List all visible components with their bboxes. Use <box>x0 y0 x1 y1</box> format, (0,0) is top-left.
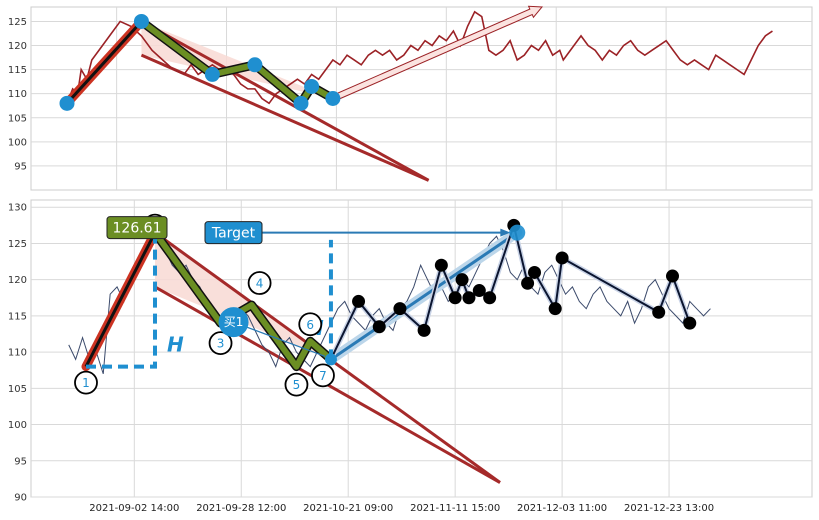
top-ytick-label: 120 <box>8 41 27 52</box>
top-price-panel: 95 100 105 110 115 120 125 <box>8 5 813 191</box>
top-ytick-label: 125 <box>8 17 27 28</box>
top-ytick-label: 95 <box>14 161 27 172</box>
peak-value-box <box>106 216 168 240</box>
top-ytick-label: 100 <box>8 137 27 148</box>
pivot-label-number: 4 <box>256 277 264 291</box>
path-point-marker <box>483 291 497 305</box>
top-pivot-marker <box>293 95 309 111</box>
xtick-label: 2021-10-21 09:00 <box>303 503 393 514</box>
pivot-label-circle <box>298 312 323 337</box>
bottom-ytick-label: 120 <box>8 275 27 286</box>
path-point-marker <box>434 258 448 272</box>
top-pivot-marker <box>304 78 320 94</box>
pivot-label-number: 1 <box>82 376 90 390</box>
pivot-label-number: 5 <box>293 378 301 392</box>
pivot-label-circle <box>284 372 309 397</box>
h-label-left: H <box>167 333 184 357</box>
bottom-ytick-label: 130 <box>8 203 27 214</box>
path-point-marker <box>652 305 666 319</box>
target-label: Target <box>211 226 256 242</box>
bottom-ytick-label: 90 <box>14 493 27 504</box>
top-pivot-marker <box>133 13 149 29</box>
top-forecast-arrow <box>331 5 544 102</box>
pivot-label-number: 6 <box>306 318 314 332</box>
path-point-marker <box>528 265 541 279</box>
path-point-marker <box>393 302 407 316</box>
top-wedge-lower-line <box>140 53 430 182</box>
target-point-marker <box>509 224 526 241</box>
top-pivot-marker <box>59 95 75 111</box>
pivot-label-circle <box>74 370 98 395</box>
xtick-label: 2021-11-11 15:00 <box>410 503 500 514</box>
top-pivot-marker <box>247 57 263 73</box>
pivot-label-circle <box>247 271 272 295</box>
bottom-ytick-label: 125 <box>8 239 27 250</box>
path-point-marker <box>448 291 462 305</box>
buy-marker <box>218 307 249 338</box>
top-pivot-marker <box>204 66 220 82</box>
top-ytick-label: 115 <box>8 65 27 76</box>
path-point-marker <box>372 320 386 334</box>
pivot-label-number: 7 <box>319 369 327 383</box>
xtick-label: 2021-09-02 14:00 <box>89 503 179 514</box>
pivot-label-circle <box>208 331 233 356</box>
path-point-marker <box>521 276 535 290</box>
top-wedge-upper-line <box>140 20 430 182</box>
pivot-label-number: 3 <box>217 337 225 351</box>
top-leg1-line <box>65 20 143 105</box>
top-price-line <box>66 10 773 105</box>
path-point-marker <box>352 294 366 308</box>
bottom-pattern-line <box>152 230 333 370</box>
pivot-label-circle <box>311 363 335 388</box>
path-point-marker <box>666 269 679 283</box>
xtick-label: 2021-12-03 11:00 <box>517 503 607 514</box>
path-point-marker <box>455 273 469 287</box>
top-ytick-label: 110 <box>8 89 27 100</box>
peak-value-label: 126.61 <box>113 221 162 237</box>
path-point-marker <box>683 316 697 330</box>
bottom-ytick-label: 100 <box>8 420 27 431</box>
buy-label: 买1 <box>224 315 244 329</box>
path-point-marker <box>472 284 486 298</box>
bottom-price-panel: 90 95 100 105 110 115 120 125 130 2021-09-02 14:0… <box>8 199 813 514</box>
buy-connector-line <box>233 321 326 357</box>
bottom-ytick-label: 105 <box>8 384 27 395</box>
path-point-marker <box>417 323 431 337</box>
bottom-ytick-label: 110 <box>8 348 27 359</box>
h-marker-left <box>86 232 157 369</box>
bottom-ytick-label: 95 <box>14 456 27 467</box>
target-arrow-head <box>500 228 511 237</box>
forecast-line <box>330 231 519 361</box>
path-point-marker <box>548 302 562 316</box>
pattern-end-marker <box>324 353 337 366</box>
top-wedge-fill <box>141 21 333 99</box>
bottom-ytick-label: 115 <box>8 311 27 322</box>
top-ytick-label: 105 <box>8 113 27 124</box>
top-pivot-marker <box>325 91 341 106</box>
xtick-label: 2021-12-23 13:00 <box>624 503 714 514</box>
bottom-leg1-line <box>84 231 157 368</box>
xtick-label: 2021-09-28 12:00 <box>196 503 286 514</box>
path-point-marker <box>462 291 476 305</box>
target-box <box>204 221 263 245</box>
path-point-marker <box>555 251 569 265</box>
